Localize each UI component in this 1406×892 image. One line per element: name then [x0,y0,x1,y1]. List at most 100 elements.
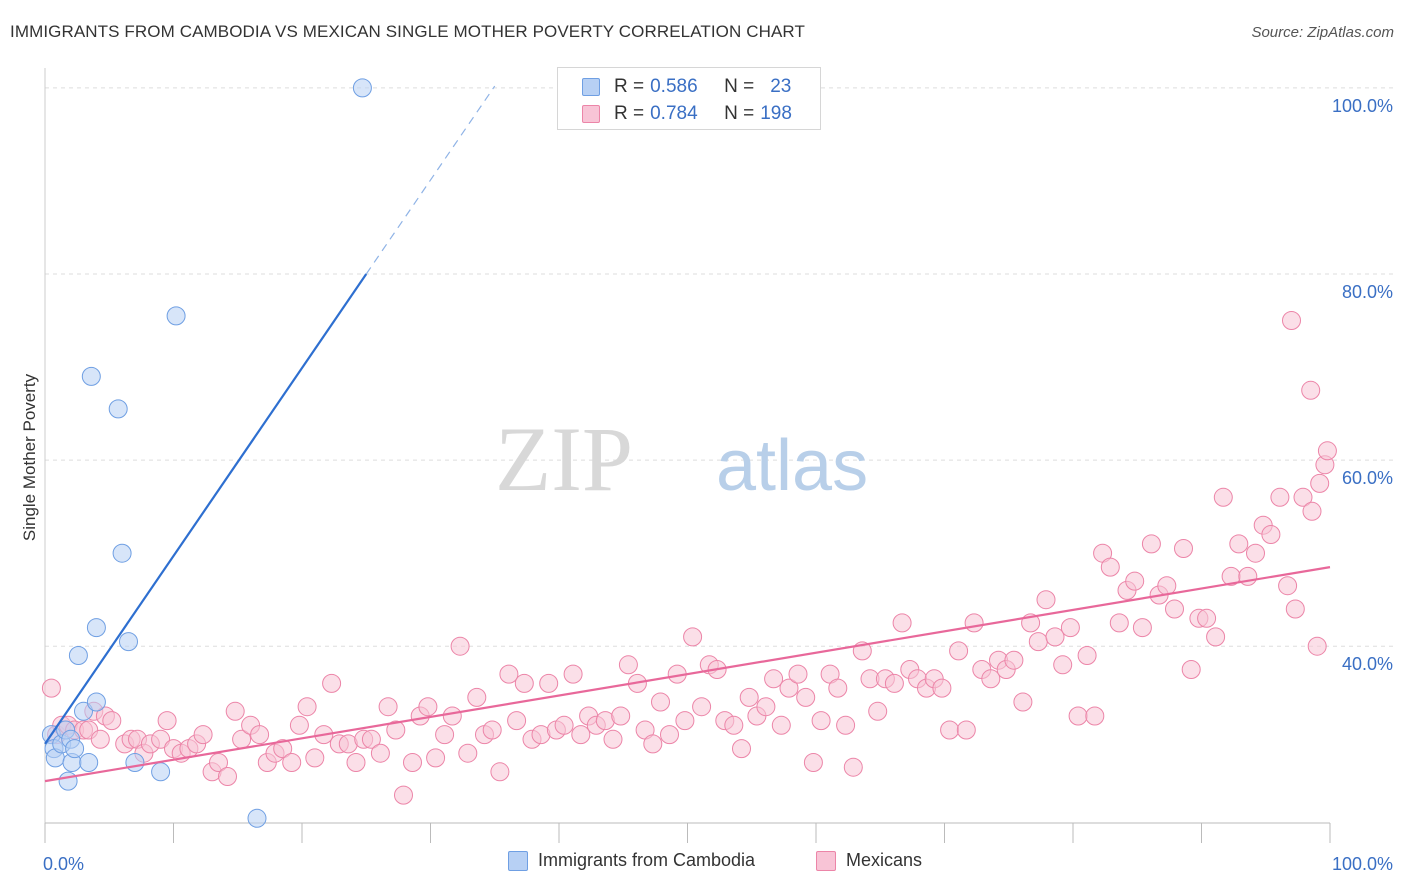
mexicans-point[interactable] [450,636,470,656]
mexicans-point[interactable] [603,729,623,749]
mexicans-point[interactable] [811,711,831,731]
mexicans-point[interactable] [1100,557,1120,577]
mexicans-point[interactable] [1077,646,1097,665]
mexicans-point[interactable] [435,725,455,745]
mexicans-point[interactable] [1181,660,1201,679]
cambodia-point[interactable] [108,399,128,419]
mexicans-point[interactable] [1246,543,1265,563]
cambodia-point[interactable] [119,632,138,652]
mexicans-point[interactable] [1013,692,1033,712]
mexicans-point[interactable] [458,743,478,763]
mexicans-point[interactable] [1285,599,1305,619]
mexicans-point[interactable] [482,720,502,740]
mexicans-point[interactable] [346,753,366,772]
mexicans-point[interactable] [514,673,534,693]
mexicans-point[interactable] [1085,706,1105,726]
mexicans-point[interactable] [418,697,438,717]
cambodia-point[interactable] [151,762,171,782]
mexicans-point[interactable] [361,729,381,749]
mexicans-point[interactable] [1317,441,1337,461]
mexicans-point[interactable] [932,678,952,698]
mexicans-point[interactable] [370,743,390,763]
mexicans-point[interactable] [739,687,759,707]
cambodia-point[interactable] [86,692,106,712]
mexicans-point[interactable] [289,715,309,735]
mexicans-point[interactable] [836,715,856,735]
mexicans-point[interactable] [675,711,695,731]
cambodia-point[interactable] [352,78,372,98]
mexicans-point[interactable] [1270,487,1290,507]
mexicans-point[interactable] [1213,487,1233,507]
mexicans-point[interactable] [771,715,791,735]
mexicans-point[interactable] [102,711,122,731]
mexicans-point[interactable] [554,715,574,735]
mexicans-point[interactable] [1307,636,1327,656]
mexicans-point[interactable] [273,739,293,759]
mexicans-point[interactable] [1165,599,1184,619]
legend-item-mexicans[interactable]: Mexicans [816,850,922,871]
mexicans-point[interactable] [225,701,245,721]
mexicans-point[interactable] [403,753,422,772]
mexicans-point[interactable] [803,753,823,772]
mexicans-point[interactable] [892,613,912,633]
mexicans-point[interactable] [884,673,904,693]
mexicans-point[interactable] [1278,576,1298,596]
mexicans-point[interactable] [1310,473,1330,493]
mexicans-point[interactable] [394,785,413,805]
cambodia-point[interactable] [166,306,186,326]
mexicans-point[interactable] [1004,650,1024,670]
mexicans-point[interactable] [1036,590,1056,610]
mexicans-point[interactable] [618,655,638,675]
mexicans-point[interactable] [490,762,510,782]
cambodia-point[interactable] [79,753,99,772]
mexicans-point[interactable] [651,692,670,712]
mexicans-point[interactable] [788,664,808,684]
mexicans-point[interactable] [499,664,519,684]
mexicans-point[interactable] [378,697,398,717]
mexicans-point[interactable] [218,767,237,786]
mexicans-point[interactable] [692,697,712,717]
mexicans-point[interactable] [193,725,213,745]
mexicans-point[interactable] [1053,655,1073,675]
cambodia-point[interactable] [74,701,93,721]
cambodia-point[interactable] [247,808,267,828]
mexicans-point[interactable] [1301,380,1321,400]
mexicans-point[interactable] [322,673,342,693]
mexicans-point[interactable] [779,678,799,698]
mexicans-point[interactable] [151,729,171,749]
mexicans-point[interactable] [507,711,527,731]
mexicans-point[interactable] [1174,539,1193,558]
mexicans-point[interactable] [643,734,663,754]
mexicans-point[interactable] [1045,627,1065,647]
mexicans-point[interactable] [1197,608,1217,628]
mexicans-point[interactable] [1060,618,1080,638]
mexicans-point[interactable] [964,613,984,633]
mexicans-point[interactable] [796,687,816,707]
cambodia-point[interactable] [68,646,88,665]
mexicans-point[interactable] [949,641,969,661]
mexicans-point[interactable] [868,701,888,721]
mexicans-point[interactable] [157,711,177,731]
mexicans-point[interactable] [732,739,751,759]
mexicans-point[interactable] [660,725,679,745]
mexicans-point[interactable] [90,729,110,749]
mexicans-point[interactable] [1302,501,1322,521]
mexicans-point[interactable] [539,673,559,693]
mexicans-point[interactable] [611,706,631,726]
mexicans-point[interactable] [1282,311,1301,330]
mexicans-point[interactable] [1132,618,1152,638]
mexicans-point[interactable] [386,720,406,740]
mexicans-point[interactable] [724,715,744,735]
mexicans-point[interactable] [305,748,325,768]
mexicans-point[interactable] [1206,627,1226,647]
mexicans-point[interactable] [828,678,848,698]
mexicans-point[interactable] [940,720,960,740]
mexicans-point[interactable] [756,697,776,717]
mexicans-point[interactable] [41,678,61,698]
mexicans-point[interactable] [250,725,270,745]
mexicans-point[interactable] [843,757,863,777]
mexicans-point[interactable] [956,720,976,740]
mexicans-point[interactable] [1125,571,1145,591]
mexicans-point[interactable] [1109,613,1129,633]
mexicans-point[interactable] [683,627,703,647]
